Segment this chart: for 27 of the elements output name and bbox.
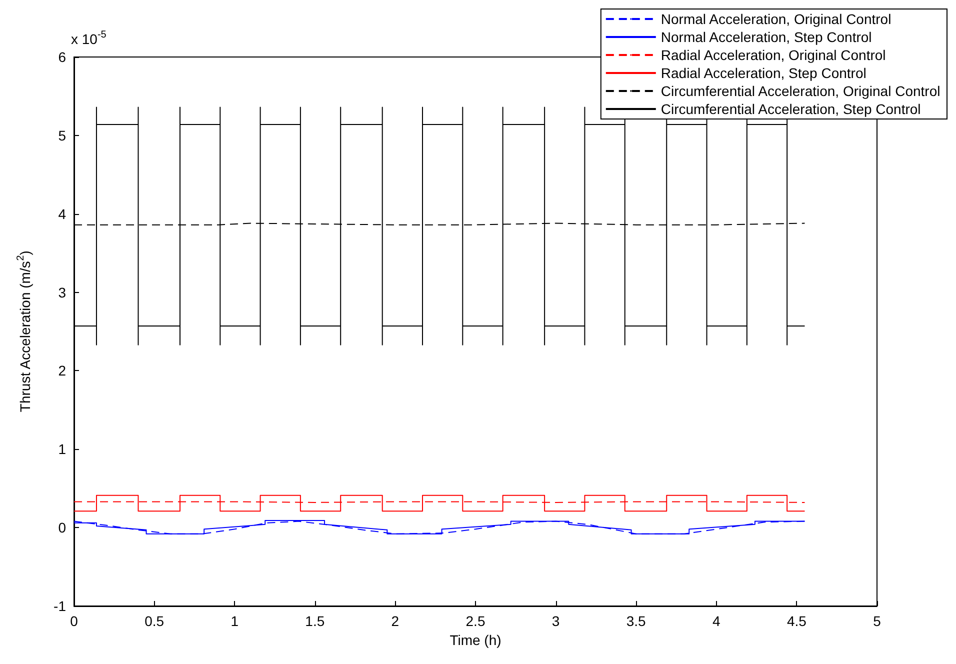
y-tick-label: -1 <box>54 598 66 614</box>
x-tick-label: 4 <box>712 613 720 629</box>
y-tick-label: 5 <box>58 127 66 144</box>
y-tick-label: 4 <box>58 206 66 222</box>
legend-label: Normal Acceleration, Step Control <box>660 29 872 45</box>
y-tick-label: 0 <box>58 520 66 536</box>
y-tick-label: 6 <box>58 49 66 65</box>
x-tick-label: 3 <box>552 613 560 629</box>
x-tick-label: 3.5 <box>626 613 646 629</box>
y-tick-label: 1 <box>58 441 66 458</box>
x-tick-label: 2 <box>391 613 400 629</box>
legend-label: Circumferential Acceleration, Original Control <box>660 83 940 99</box>
y-tick-label: 2 <box>58 362 66 379</box>
y-tick-label: 3 <box>58 284 66 300</box>
x-tick-label: 5 <box>873 613 882 629</box>
legend-label: Circumferential Acceleration, Step Control <box>660 101 921 117</box>
x-tick-label: 0.5 <box>144 613 164 629</box>
legend-label: Normal Acceleration, Original Control <box>660 11 892 27</box>
x-tick-label: 1.5 <box>305 613 325 629</box>
x-axis-title: Time (h) <box>450 632 502 648</box>
legend-label: Radial Acceleration, Step Control <box>660 65 866 81</box>
x-tick-label: 0 <box>70 613 78 629</box>
x-tick-label: 2.5 <box>466 613 486 629</box>
x-tick-label: 1 <box>230 613 239 629</box>
y-axis-title: Thrust Acceleration (m/s2) <box>16 250 33 412</box>
x-tick-label: 4.5 <box>786 613 807 629</box>
legend-label: Radial Acceleration, Original Control <box>660 47 886 63</box>
